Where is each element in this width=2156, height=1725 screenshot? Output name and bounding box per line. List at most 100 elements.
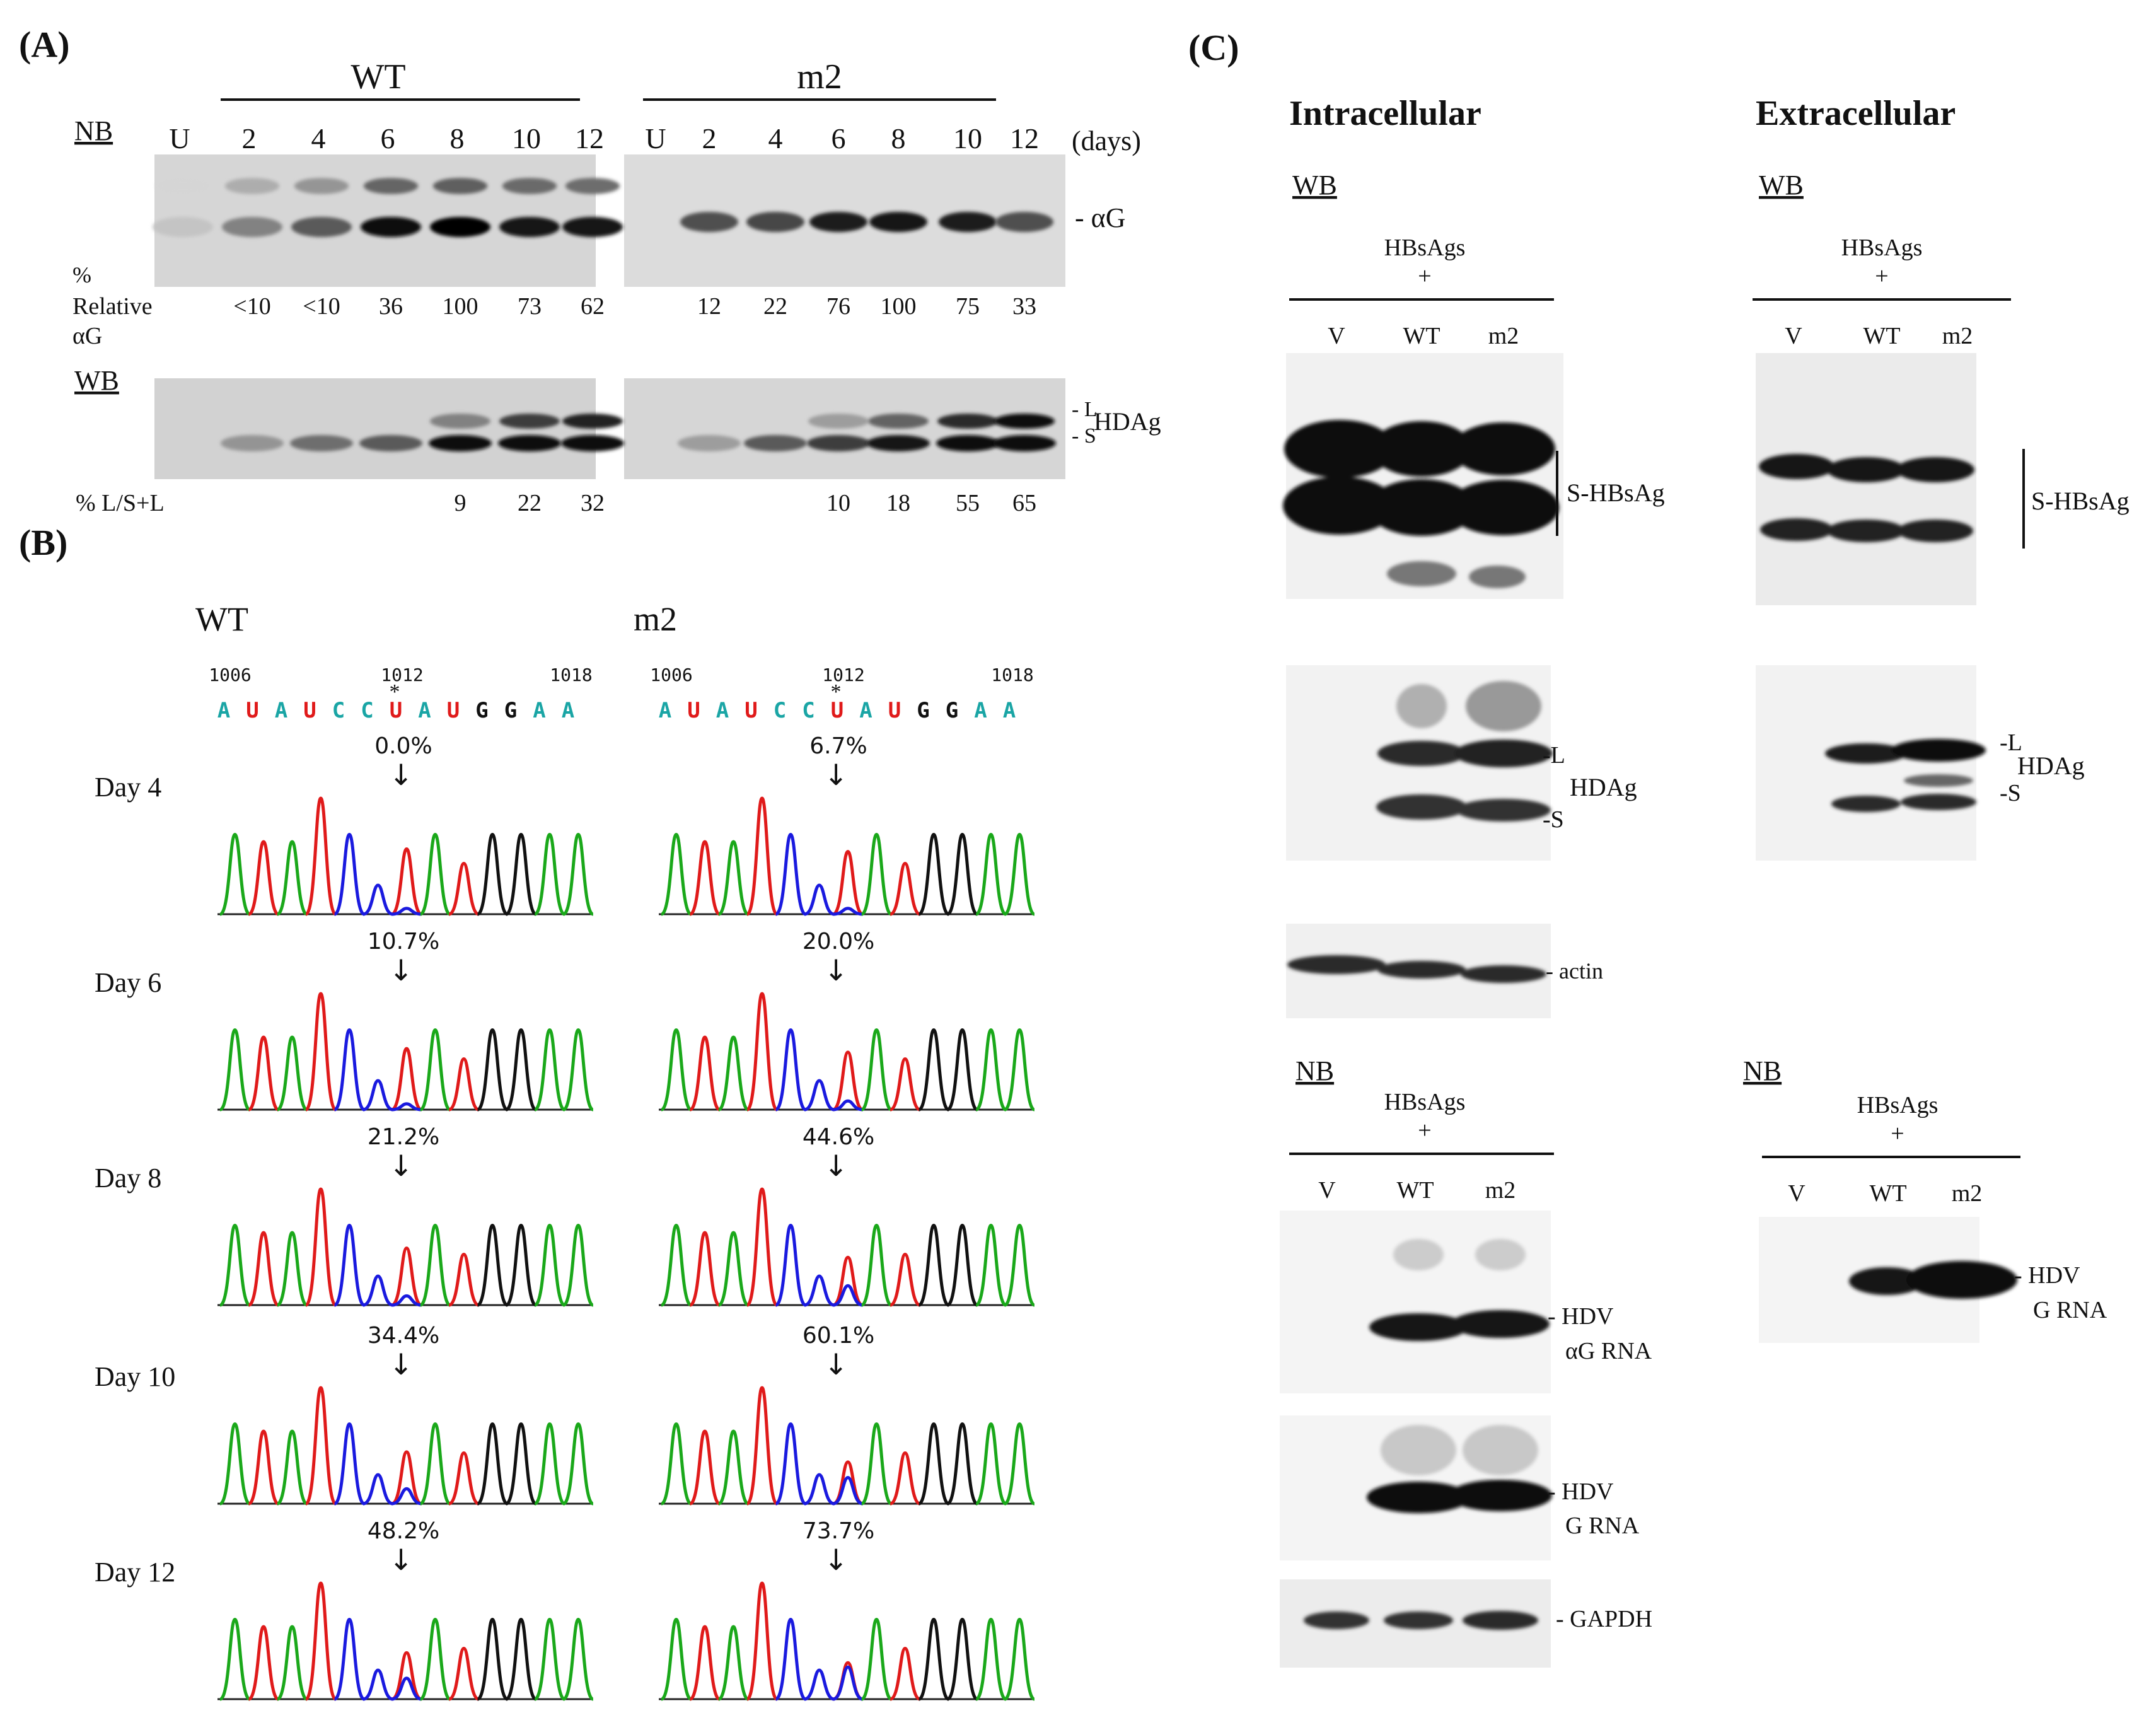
trace-peak bbox=[219, 1617, 251, 1701]
trace-peak bbox=[419, 1223, 451, 1307]
trace-peak bbox=[562, 1422, 594, 1506]
wt-relative-value: <10 bbox=[233, 293, 270, 320]
extra-g-rna-bands bbox=[1849, 1261, 2017, 1299]
wb-label: WB bbox=[74, 365, 119, 396]
nb-upper-band bbox=[294, 178, 349, 194]
extra-nb-lane-label: V bbox=[1788, 1180, 1805, 1207]
m2-seq-base: U bbox=[687, 698, 700, 723]
wb-s-band bbox=[359, 435, 422, 451]
wt-ls-value: 22 bbox=[518, 490, 542, 516]
trace-peak bbox=[562, 832, 594, 916]
wb-l-band bbox=[808, 414, 869, 429]
extra-nb-hbsags: HBsAgs bbox=[1857, 1092, 1939, 1118]
trace-peak bbox=[918, 832, 950, 916]
wt-lane-label: 10 bbox=[512, 122, 541, 154]
wb-s-band bbox=[936, 435, 999, 451]
trace-peak bbox=[775, 1028, 807, 1112]
wb-l-band bbox=[499, 414, 560, 429]
nb-upper-band bbox=[565, 178, 620, 194]
trace-peak bbox=[505, 1028, 537, 1112]
trace-peak bbox=[248, 1625, 279, 1701]
wt-seq-base: C bbox=[361, 698, 373, 723]
intra-wb-lane-label: WT bbox=[1403, 323, 1440, 349]
m2-arrow-icon: ↓ bbox=[824, 953, 849, 987]
m2-group-header: m2 bbox=[797, 57, 842, 96]
wt-relative-values: <10 <10 36 100 73 62 bbox=[233, 293, 605, 320]
trace-peak bbox=[276, 1429, 308, 1506]
day-labels: Day 4 Day 6 Day 8 Day 10 Day 12 bbox=[95, 772, 175, 1588]
m2-lane-labels: U 2 4 6 8 10 12 bbox=[645, 122, 1039, 154]
trace-peak bbox=[775, 832, 807, 916]
trace-peak bbox=[219, 1223, 251, 1307]
trace-peak bbox=[391, 907, 422, 916]
trace-peak bbox=[533, 1617, 565, 1701]
m2-lane-label: 6 bbox=[832, 122, 846, 154]
trace-peak bbox=[660, 1223, 692, 1307]
extra-hdag-label: HDAg bbox=[2017, 752, 2085, 780]
trace-peak bbox=[448, 1646, 480, 1701]
m2-trace-2 bbox=[659, 1187, 1036, 1307]
intra-nb-label: NB bbox=[1295, 1055, 1334, 1086]
m2-ls-value: 18 bbox=[886, 490, 910, 516]
trace-peak bbox=[890, 1451, 921, 1506]
intra-nb-plus: + bbox=[1418, 1117, 1431, 1144]
m2-ls-value: 55 bbox=[956, 490, 980, 516]
wt-trace-title: WT bbox=[195, 600, 248, 638]
trace-peak bbox=[477, 832, 509, 916]
nb-band bbox=[939, 212, 997, 232]
extra-wb-lane-label: m2 bbox=[1942, 323, 1973, 349]
trace-peak bbox=[660, 1617, 692, 1701]
nb-band bbox=[746, 212, 804, 232]
m2-edit-percent: 44.6% bbox=[803, 1124, 874, 1150]
extra-hbsag-label: S-HBsAg bbox=[2031, 487, 2130, 515]
extra-wb-label: WB bbox=[1759, 170, 1804, 200]
m2-arrow-icon: ↓ bbox=[824, 1347, 849, 1381]
wt-relative-value: <10 bbox=[303, 293, 340, 320]
nb-band bbox=[361, 217, 421, 237]
trace-peak bbox=[391, 1676, 422, 1701]
intracellular-title: Intracellular bbox=[1289, 94, 1481, 133]
relative-label-2: Relative bbox=[72, 293, 153, 320]
intra-ag-rna-blot bbox=[1280, 1211, 1551, 1393]
wt-seq-base: U bbox=[303, 698, 316, 723]
trace-peak bbox=[505, 1617, 537, 1701]
trace-peak bbox=[1004, 1223, 1036, 1307]
m2-trace-title: m2 bbox=[634, 600, 677, 638]
intra-ag-rna-label-2: αG RNA bbox=[1565, 1338, 1652, 1364]
m2-seq-base: A bbox=[659, 698, 671, 723]
nb-upper-band bbox=[363, 178, 419, 194]
trace-peak bbox=[248, 1429, 279, 1506]
trace-peak bbox=[304, 1187, 337, 1307]
m2-seq-base: G bbox=[917, 698, 929, 723]
intra-wb-label: WB bbox=[1292, 170, 1337, 200]
day-label: Day 12 bbox=[95, 1557, 175, 1588]
trace-peak bbox=[946, 1028, 978, 1112]
trace-peak bbox=[276, 1625, 308, 1701]
nb-band bbox=[809, 212, 867, 232]
intra-hdag-label: HDAg bbox=[1570, 773, 1637, 801]
m2-trace-3 bbox=[659, 1386, 1036, 1506]
trace-peak bbox=[448, 861, 480, 916]
m2-nb-bands bbox=[680, 212, 1053, 232]
m2-lane-label: 12 bbox=[1010, 122, 1039, 154]
m2-edit-percent: 6.7% bbox=[809, 733, 867, 759]
trace-peak bbox=[890, 1057, 921, 1112]
m2-relative-value: 33 bbox=[1012, 293, 1036, 320]
trace-peak bbox=[775, 1422, 807, 1506]
extra-nb-lane-label: m2 bbox=[1952, 1180, 1983, 1207]
wb-l-band bbox=[430, 414, 490, 429]
wt-lane-label: 2 bbox=[242, 122, 257, 154]
wb-l-band bbox=[994, 414, 1055, 429]
wt-arrow-icon: ↓ bbox=[389, 1543, 414, 1577]
gapdh-bands bbox=[1304, 1611, 1538, 1630]
trace-peak bbox=[804, 1473, 835, 1506]
trace-peak bbox=[362, 883, 393, 916]
wt-lane-labels: U 2 4 6 8 10 12 bbox=[169, 122, 604, 154]
intra-nb-lane-label: m2 bbox=[1485, 1177, 1516, 1204]
nb-upper-band bbox=[502, 178, 557, 194]
intra-g-rna-label-1: - HDV bbox=[1548, 1478, 1614, 1505]
nb-label: NB bbox=[74, 115, 113, 146]
m2-lane-label: 4 bbox=[768, 122, 783, 154]
wt-arrow-icon: ↓ bbox=[389, 1149, 414, 1183]
trace-peak bbox=[219, 832, 251, 916]
